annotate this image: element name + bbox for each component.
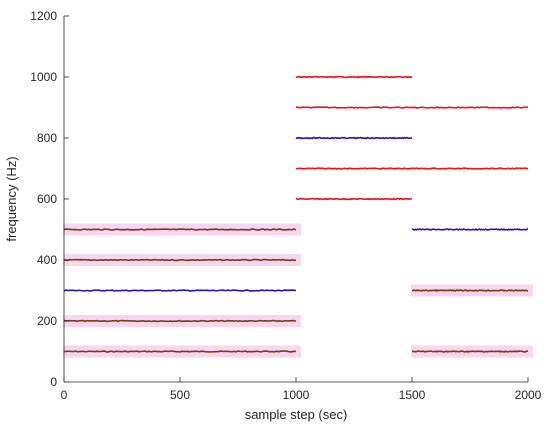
x-tick-label: 0 bbox=[61, 388, 68, 402]
segment-line-10 bbox=[411, 350, 529, 353]
segment-line-6 bbox=[295, 167, 529, 170]
segment-line-3 bbox=[64, 258, 297, 262]
x-tick-label: 1500 bbox=[399, 388, 426, 402]
x-tick-label: 1000 bbox=[283, 388, 310, 402]
segment-line-2 bbox=[63, 289, 297, 292]
x-axis-label: sample step (sec) bbox=[245, 407, 348, 422]
y-tick-label: 600 bbox=[37, 192, 57, 206]
x-tick-label: 2000 bbox=[515, 388, 542, 402]
y-tick-label: 1200 bbox=[30, 9, 57, 23]
segment-line-12 bbox=[411, 227, 529, 231]
axes bbox=[63, 16, 528, 383]
segment-line-8 bbox=[295, 106, 529, 109]
segment-layer bbox=[63, 75, 529, 353]
y-tick-label: 1000 bbox=[30, 70, 57, 84]
y-tick-label: 200 bbox=[37, 314, 57, 328]
segment-line-4 bbox=[63, 228, 297, 231]
segment-line-0 bbox=[63, 350, 297, 353]
y-tick-label: 0 bbox=[50, 375, 57, 389]
segment-line-7 bbox=[295, 136, 413, 140]
segment-line-9 bbox=[295, 75, 413, 79]
y-tick-label: 800 bbox=[37, 131, 57, 145]
y-axis-label: frequency (Hz) bbox=[4, 156, 19, 241]
y-tick-label: 400 bbox=[37, 253, 57, 267]
segment-line-1 bbox=[63, 319, 297, 323]
x-ticks: 0 500 1000 1500 2000 bbox=[61, 377, 542, 402]
x-tick-label: 500 bbox=[170, 388, 190, 402]
segment-line-5 bbox=[295, 197, 413, 201]
y-ticks: 0 200 400 600 800 1000 1200 bbox=[30, 9, 69, 389]
segment-line-11 bbox=[411, 289, 529, 293]
